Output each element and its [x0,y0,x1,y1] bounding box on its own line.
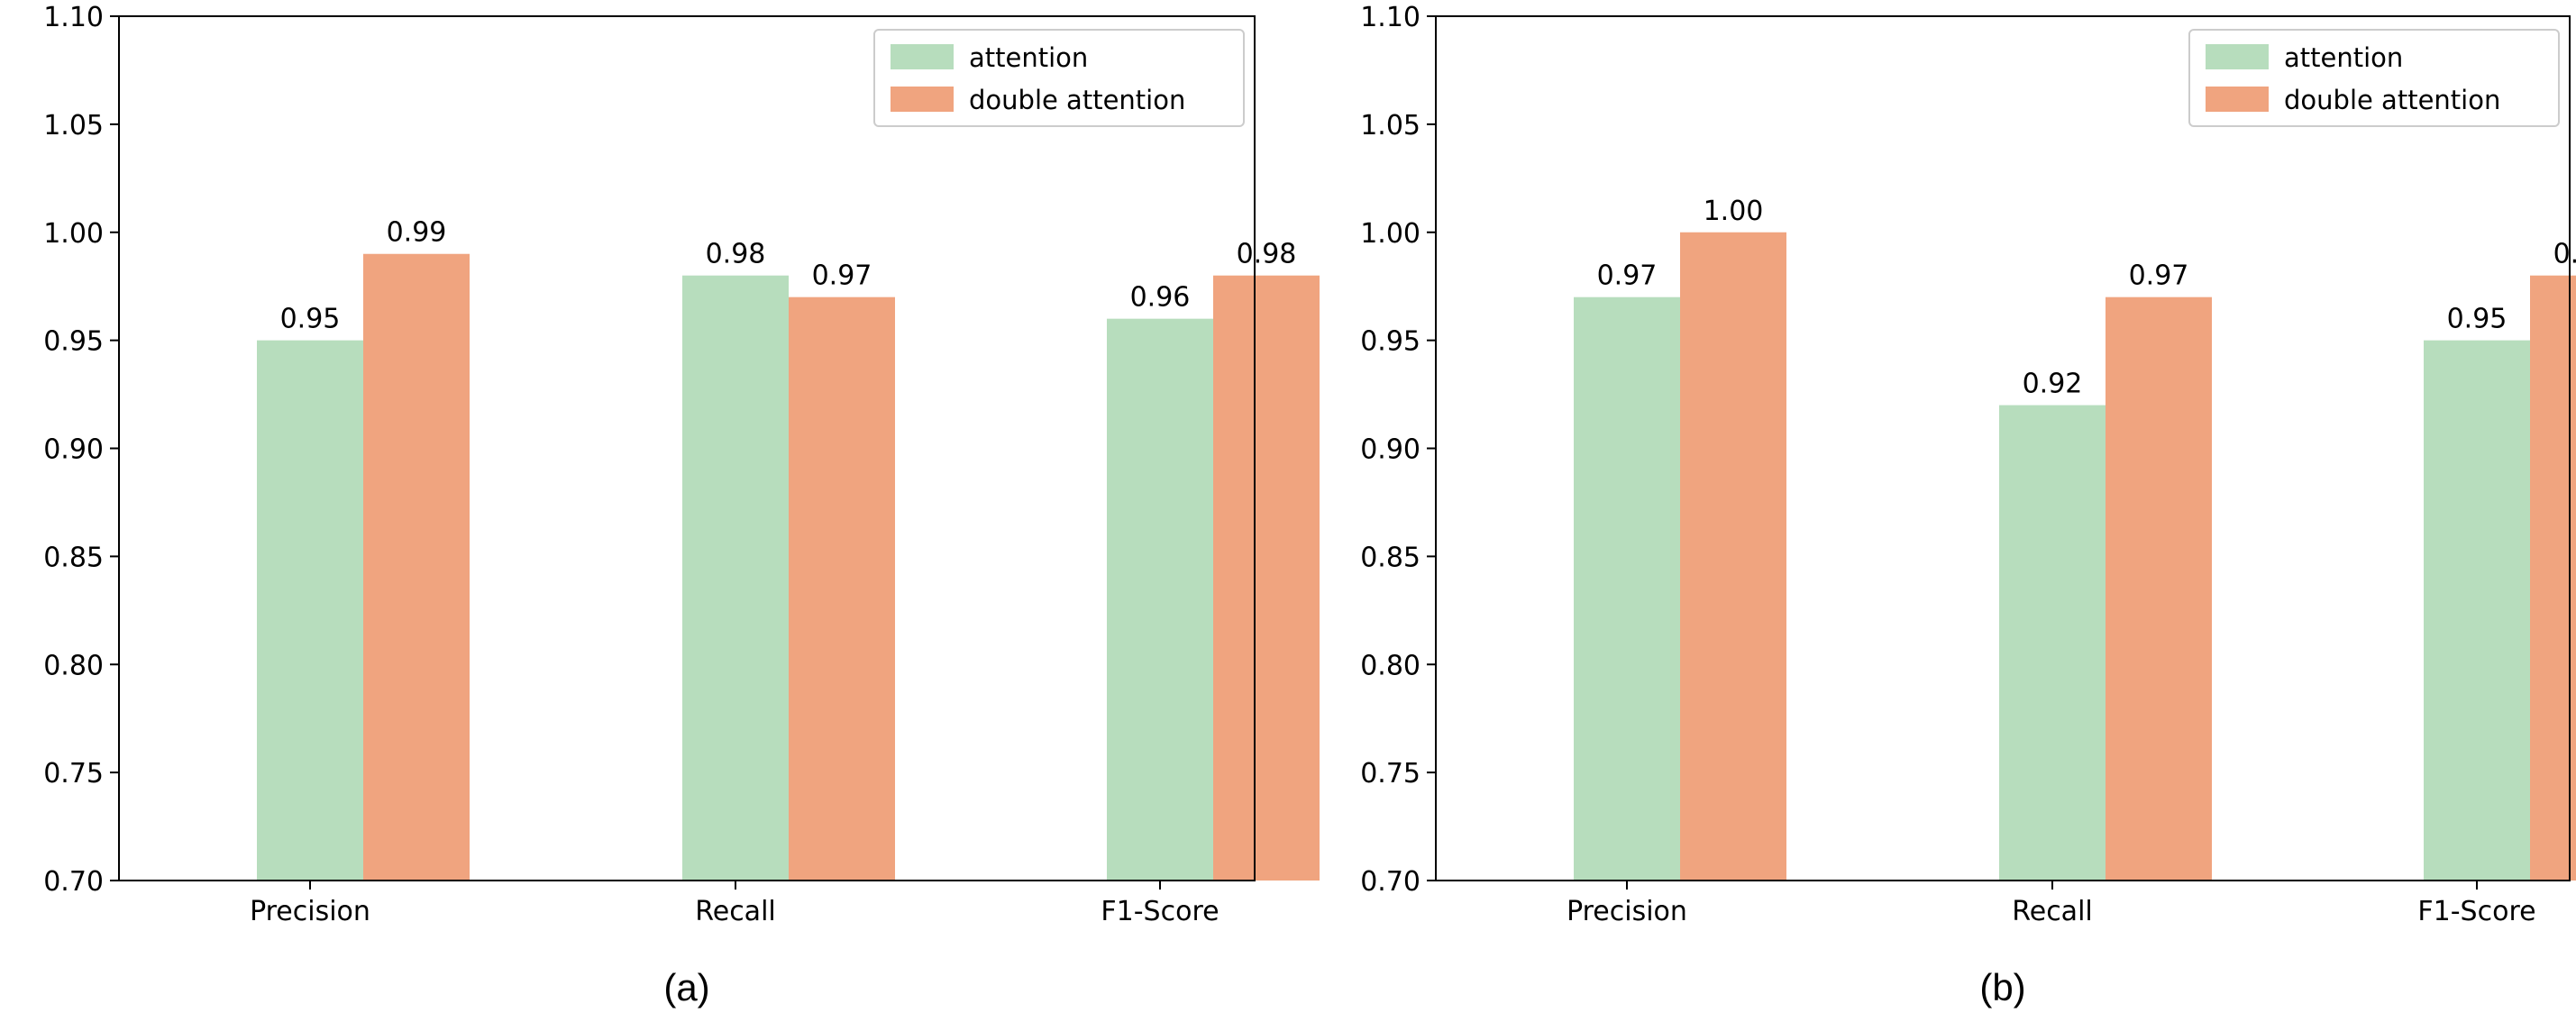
data-label: 0.98 [706,239,766,270]
y-tick-label: 0.80 [43,650,104,681]
bar-double-attention-precision [1680,232,1786,881]
y-tick-label: 1.05 [1360,110,1420,141]
y-tick-label: 0.75 [1360,758,1420,789]
y-tick-label: 1.10 [43,2,104,33]
data-label: 0.96 [1130,282,1191,314]
bar-attention-precision [257,340,363,881]
y-tick-label: 0.95 [1360,326,1420,358]
y-tick-label: 0.85 [43,542,104,573]
y-tick-label: 1.05 [43,110,104,141]
data-label: 0.97 [812,260,872,292]
data-label: 0.98 [2553,239,2576,270]
data-label: 0.92 [2023,369,2083,400]
x-tick-label: F1-Score [2417,896,2535,927]
x-tick-label: Recall [695,896,776,927]
x-tick-label: Precision [1567,896,1687,927]
x-tick-label: Precision [250,896,370,927]
bar-attention-f1-score [1107,318,1213,881]
legend-label: attention [2284,42,2403,73]
legend-swatch [891,87,954,112]
legend-label: double attention [2284,85,2500,115]
bar-attention-precision [1574,297,1680,881]
y-tick-label: 0.90 [43,434,104,466]
legend-swatch [2206,44,2269,69]
y-tick-label: 0.70 [1360,866,1420,898]
legend-label: double attention [969,85,1185,115]
chart-panel-a: 0.95 0.99 Precision 0.98 0.97 Recall 0.96 0.98 F… [43,2,1320,1008]
legend-swatch [891,44,954,69]
bar-attention-recall [1999,405,2106,881]
data-label: 0.98 [1237,239,1297,270]
x-tick-label: F1-Score [1101,896,1219,927]
data-label: 0.97 [2129,260,2189,292]
bar-double-attention-precision [363,253,470,881]
x-tick-label: Recall [2012,896,2093,927]
legend: attention double attention [873,29,1245,127]
y-tick-label: 0.90 [1360,434,1420,466]
data-label: 1.00 [1704,196,1764,227]
data-label: 0.95 [2447,304,2507,335]
y-tick-label: 0.95 [43,326,104,358]
legend-label: attention [969,42,1088,73]
legend-box [2188,29,2560,127]
bar-double-attention-recall [2106,297,2212,881]
data-label: 0.95 [280,304,341,335]
bar-attention-f1-score [2424,340,2530,881]
y-tick-label: 1.00 [43,218,104,250]
y-tick-label: 0.85 [1360,542,1420,573]
chart-panel-b: 0.97 1.00 Precision 0.92 0.97 Recall 0.95 0.98 F… [1360,2,2576,1008]
panel-caption: (a) [663,966,709,1008]
y-tick-label: 1.00 [1360,218,1420,250]
legend: attention double attention [2188,29,2560,127]
bar-attention-recall [682,275,789,881]
bar-double-attention-f1-score [2530,275,2576,881]
panel-caption: (b) [1979,966,2025,1008]
data-label: 0.99 [387,217,447,249]
y-tick-label: 0.80 [1360,650,1420,681]
data-label: 0.97 [1597,260,1658,292]
bar-double-attention-recall [789,297,895,881]
legend-swatch [2206,87,2269,112]
y-tick-label: 0.75 [43,758,104,789]
y-tick-label: 1.10 [1360,2,1420,33]
y-tick-label: 0.70 [43,866,104,898]
legend-box [873,29,1245,127]
bar-double-attention-f1-score [1213,275,1320,881]
